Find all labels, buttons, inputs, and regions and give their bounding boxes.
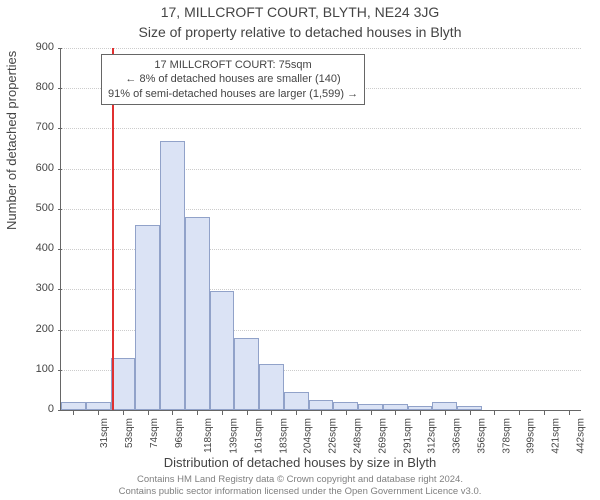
y-tick-label: 300 [14,282,54,294]
x-tick-label: 53sqm [124,418,135,448]
histogram-bar [259,364,284,410]
y-tick [58,48,62,49]
x-tick-label: 248sqm [353,418,364,454]
histogram-bar [457,406,482,410]
x-tick [123,411,124,415]
x-tick [271,411,272,415]
x-tick [172,411,173,415]
x-tick [148,411,149,415]
gridline [61,128,581,129]
x-tick [247,411,248,415]
chart-container: 17, MILLCROFT COURT, BLYTH, NE24 3JG Siz… [0,0,600,500]
x-tick [544,411,545,415]
x-tick-label: 421sqm [551,418,562,454]
x-tick-label: 183sqm [278,418,289,454]
y-tick [58,289,62,290]
x-tick [494,411,495,415]
x-tick-label: 291sqm [402,418,413,454]
x-tick-label: 336sqm [452,418,463,454]
callout-line-3: 91% of semi-detached houses are larger (… [108,87,358,101]
histogram-bar [309,400,334,410]
x-tick-label: 161sqm [254,418,265,454]
callout-line-1: 17 MILLCROFT COURT: 75sqm [108,58,358,72]
x-tick [98,411,99,415]
y-tick-label: 900 [14,41,54,53]
y-tick [58,209,62,210]
x-tick [420,411,421,415]
page-title: 17, MILLCROFT COURT, BLYTH, NE24 3JG [0,4,600,20]
gridline [61,48,581,49]
plot-area: 17 MILLCROFT COURT: 75sqm ← 8% of detach… [60,48,581,411]
x-tick-label: 226sqm [328,418,339,454]
histogram-bar [284,392,309,410]
histogram-bar [135,225,160,410]
callout-box: 17 MILLCROFT COURT: 75sqm ← 8% of detach… [101,54,365,105]
x-tick-label: 378sqm [501,418,512,454]
x-tick [519,411,520,415]
histogram-bar [383,404,408,410]
x-tick-label: 269sqm [377,418,388,454]
y-tick [58,128,62,129]
histogram-bar [185,217,210,410]
histogram-bar [358,404,383,410]
x-tick [346,411,347,415]
x-tick [395,411,396,415]
histogram-bar [333,402,358,410]
x-tick [569,411,570,415]
x-tick-label: 31sqm [99,418,110,448]
x-tick-label: 312sqm [427,418,438,454]
histogram-bar [111,358,136,410]
x-axis-label: Distribution of detached houses by size … [0,455,600,470]
histogram-bar [432,402,457,410]
footer-line-1: Contains HM Land Registry data © Crown c… [0,474,600,486]
x-tick [445,411,446,415]
x-tick [371,411,372,415]
x-tick-label: 96sqm [174,418,185,448]
y-tick [58,330,62,331]
histogram-bar [61,402,86,410]
x-tick [197,411,198,415]
x-tick-label: 204sqm [303,418,314,454]
x-tick [321,411,322,415]
y-tick [58,249,62,250]
x-tick-label: 118sqm [203,418,214,453]
y-tick-label: 200 [14,323,54,335]
callout-line-2: ← 8% of detached houses are smaller (140… [108,72,358,86]
gridline [61,209,581,210]
footer-attribution: Contains HM Land Registry data © Crown c… [0,474,600,498]
y-tick-label: 800 [14,81,54,93]
y-tick-label: 700 [14,121,54,133]
x-tick-label: 442sqm [575,418,586,454]
histogram-bar [86,402,111,410]
y-tick-label: 100 [14,363,54,375]
y-tick-label: 400 [14,242,54,254]
page-subtitle: Size of property relative to detached ho… [0,24,600,40]
histogram-bar [234,338,259,410]
footer-line-2: Contains public sector information licen… [0,486,600,498]
y-tick [58,88,62,89]
x-tick-label: 399sqm [526,418,537,454]
x-tick [470,411,471,415]
x-tick-label: 74sqm [149,418,160,448]
gridline [61,169,581,170]
x-tick-label: 356sqm [476,418,487,454]
histogram-bar [210,291,235,410]
y-tick-label: 500 [14,202,54,214]
histogram-bar [160,141,185,410]
y-tick [58,410,62,411]
x-tick [222,411,223,415]
y-tick [58,169,62,170]
x-tick-label: 139sqm [229,418,240,454]
y-tick-label: 0 [14,403,54,415]
y-tick-label: 600 [14,162,54,174]
histogram-bar [408,406,433,410]
y-tick [58,370,62,371]
x-tick [296,411,297,415]
x-tick [73,411,74,415]
